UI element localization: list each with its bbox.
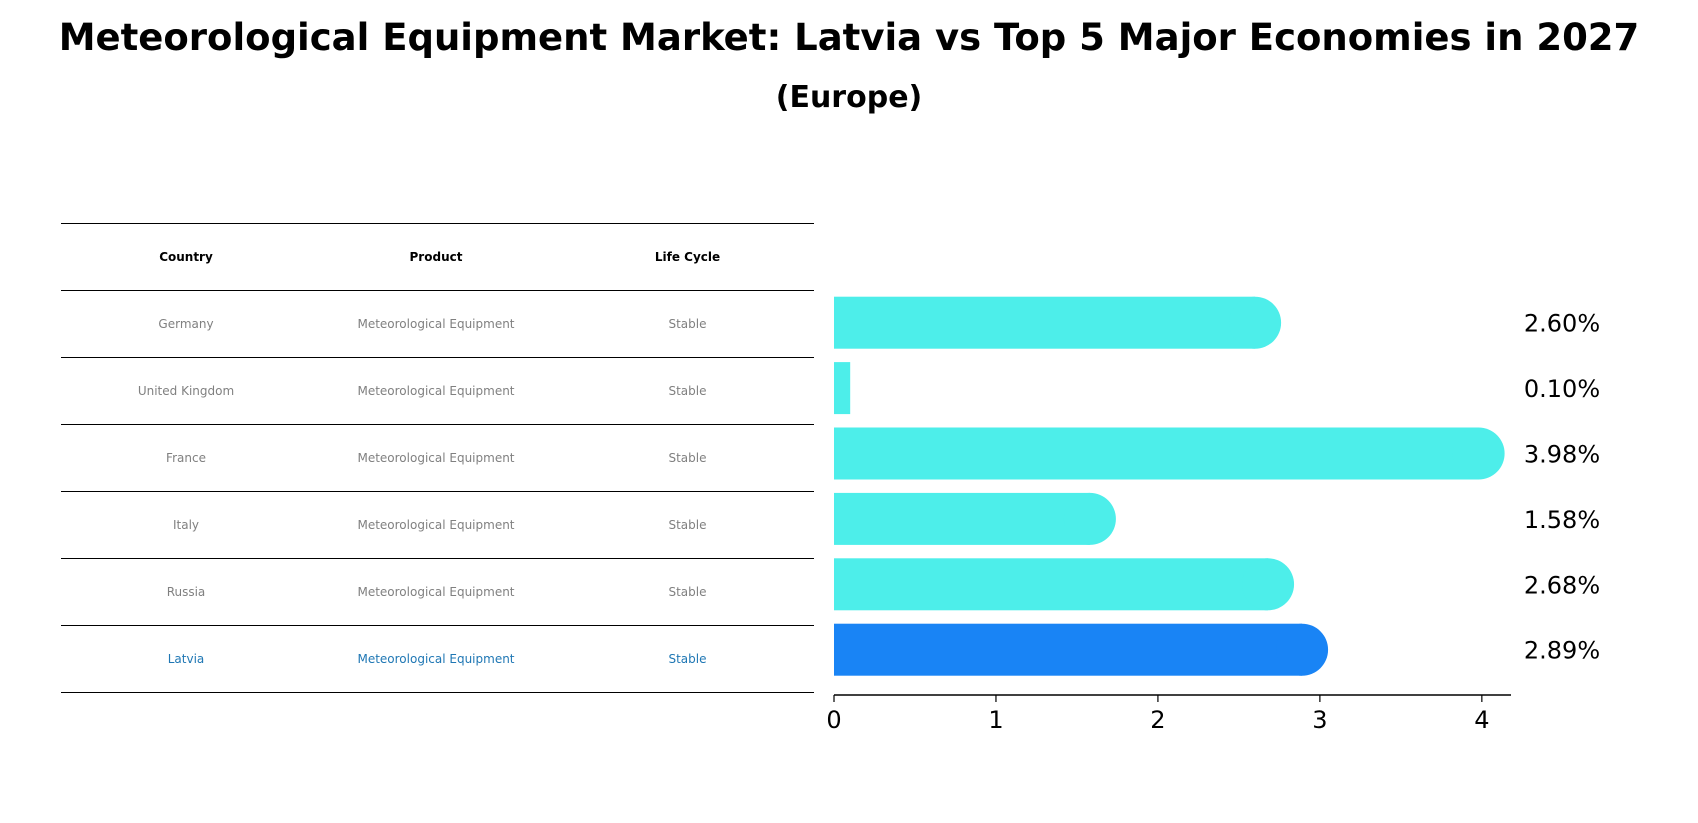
- cell-product: Meteorological Equipment: [357, 450, 515, 465]
- table-rule: [61, 692, 814, 693]
- table-row: Italy Meteorological Equipment Stable: [61, 491, 814, 558]
- bar: [834, 558, 1295, 611]
- table-row-highlight: Latvia Meteorological Equipment Stable: [61, 625, 814, 692]
- bar-value-label: 3.98%: [1524, 441, 1600, 469]
- cell-country: Russia: [166, 584, 206, 599]
- table-rule: [61, 357, 814, 358]
- header-life-cycle: Life Cycle: [654, 249, 721, 264]
- bar: [834, 296, 1282, 349]
- chart-title: Meteorological Equipment Market: Latvia …: [58, 16, 1640, 59]
- table-rule: [61, 424, 814, 425]
- bar-value-label: 0.10%: [1524, 375, 1600, 403]
- x-tick-label: 1: [988, 706, 1003, 734]
- cell-life-cycle: Stable: [668, 450, 707, 465]
- header-country: Country: [159, 249, 213, 264]
- table-row: Germany Meteorological Equipment Stable: [61, 290, 814, 357]
- bar-value-label: 1.58%: [1524, 506, 1600, 534]
- cell-product: Meteorological Equipment: [357, 383, 515, 398]
- cell-product: Meteorological Equipment: [357, 316, 515, 331]
- table-header-row: Country Product Life Cycle: [61, 223, 814, 290]
- x-tick-label: 4: [1474, 706, 1489, 734]
- cell-country: Germany: [158, 316, 214, 331]
- cell-life-cycle: Stable: [668, 517, 707, 532]
- chart-subtitle: (Europe): [775, 80, 923, 115]
- cell-life-cycle: Stable: [668, 316, 707, 331]
- table-row: France Meteorological Equipment Stable: [61, 424, 814, 491]
- table-row: United Kingdom Meteorological Equipment …: [61, 357, 814, 424]
- x-tick-label: 0: [826, 706, 841, 734]
- bar: [834, 492, 1116, 545]
- table-rule: [61, 558, 814, 559]
- table-rule: [61, 491, 814, 492]
- cell-product: Meteorological Equipment: [357, 651, 515, 666]
- x-tick-label: 3: [1312, 706, 1327, 734]
- cell-product: Meteorological Equipment: [357, 517, 515, 532]
- cell-country: United Kingdom: [137, 383, 235, 398]
- header-product: Product: [409, 249, 463, 264]
- table-rule: [61, 625, 814, 626]
- cell-life-cycle: Stable: [668, 584, 707, 599]
- bar-value-label: 2.60%: [1524, 310, 1600, 338]
- table-rule: [61, 223, 814, 224]
- bar: [834, 362, 851, 415]
- table-rule: [61, 290, 814, 291]
- bar-value-label: 2.89%: [1524, 637, 1600, 665]
- table-row: Russia Meteorological Equipment Stable: [61, 558, 814, 625]
- cell-life-cycle: Stable: [668, 651, 707, 666]
- bar-value-label: 2.68%: [1524, 571, 1600, 599]
- cell-product: Meteorological Equipment: [357, 584, 515, 599]
- x-tick-label: 2: [1150, 706, 1165, 734]
- cell-country: Latvia: [167, 651, 205, 666]
- cell-life-cycle: Stable: [668, 383, 707, 398]
- bar: [834, 427, 1505, 480]
- cell-country: Italy: [172, 517, 200, 532]
- cell-country: France: [166, 450, 206, 465]
- bar: [834, 623, 1329, 676]
